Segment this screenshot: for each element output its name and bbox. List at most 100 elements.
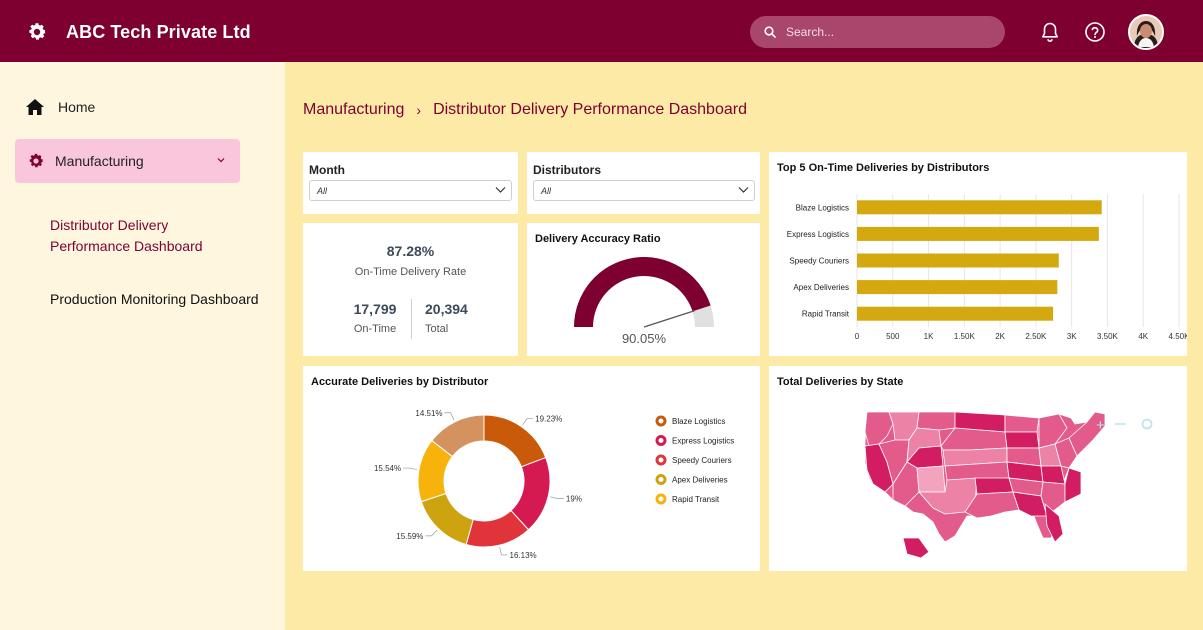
- donut-leader-line: [499, 547, 508, 556]
- bar-x-tick-label: 4K: [1138, 332, 1148, 341]
- sidebar-item-label: Manufacturing: [55, 153, 144, 169]
- distributors-select-value: All: [541, 185, 552, 196]
- bar-category-label: Rapid Transit: [802, 310, 850, 319]
- chevron-down-icon: [738, 187, 749, 193]
- bar-chart: 0 500 1K 1.50K 2K 2.50K 3K 3.50K 4K 4.50K Blaze Lo…: [787, 194, 1187, 341]
- donut-value-label: 15.59%: [396, 532, 423, 541]
- legend-swatch[interactable]: [655, 454, 667, 466]
- on-time-count-label: On-Time: [353, 323, 397, 335]
- top-distributors-card: Top 5 On-Time Deliveries by Distributors…: [769, 152, 1187, 356]
- gear-icon[interactable]: [26, 21, 48, 43]
- bar[interactable]: [857, 226, 1099, 241]
- search-input[interactable]: [786, 25, 986, 39]
- bar-x-tick-label: 3.50K: [1097, 332, 1119, 341]
- donut-leader-line: [444, 412, 455, 421]
- breadcrumb-section[interactable]: Manufacturing: [303, 101, 405, 118]
- bar-category-label: Express Logistics: [787, 230, 849, 239]
- breadcrumb-page: Distributor Delivery Performance Dashboa…: [433, 101, 747, 118]
- bar-x-tick-label: 500: [886, 332, 900, 341]
- donut-leader-line: [425, 529, 438, 537]
- us-map-shape[interactable]: [864, 411, 1106, 559]
- gauge-value-label: 90.05%: [622, 331, 667, 346]
- donut-value-label: 15.54%: [374, 464, 401, 473]
- donut-chart-title: Accurate Deliveries by Distributor: [311, 376, 489, 388]
- gauge-needle: [643, 310, 695, 328]
- kpi-divider: [411, 299, 412, 339]
- distributors-filter-label: Distributors: [533, 163, 602, 177]
- sidebar-item-home[interactable]: Home: [26, 96, 95, 118]
- legend-swatch[interactable]: [655, 415, 667, 427]
- sidebar: Home Manufacturing Distributor Delivery …: [0, 62, 285, 630]
- total-count-label: Total: [425, 323, 449, 335]
- reset-icon[interactable]: [1141, 418, 1153, 430]
- legend-label[interactable]: Apex Deliveries: [672, 476, 728, 485]
- bar-x-tick-label: 1.50K: [954, 332, 976, 341]
- bell-icon: [1042, 22, 1058, 42]
- bar[interactable]: [857, 306, 1054, 321]
- breadcrumb-separator: ›: [416, 102, 422, 118]
- month-filter-card: Month All: [303, 152, 518, 214]
- breadcrumb: Manufacturing › Distributor Delivery Per…: [303, 101, 747, 119]
- chevron-down-icon: [495, 187, 506, 193]
- app-title: ABC Tech Private Ltd: [66, 22, 251, 42]
- home-icon: [26, 99, 44, 115]
- donut-leader-line: [403, 467, 418, 470]
- accurate-deliveries-card: Accurate Deliveries by Distributor 19.23…: [303, 366, 760, 571]
- bar-x-tick-label: 1K: [924, 332, 934, 341]
- month-select[interactable]: All: [309, 180, 512, 201]
- total-count-value: 20,394: [425, 301, 468, 317]
- chevron-down-icon[interactable]: [216, 156, 226, 164]
- zoom-in-icon[interactable]: +: [1096, 417, 1105, 434]
- bar-x-tick-label: 2K: [995, 332, 1005, 341]
- bar[interactable]: [857, 280, 1058, 295]
- distributors-filter-card: Distributors All: [527, 152, 760, 214]
- legend-label[interactable]: Express Logistics: [672, 437, 734, 446]
- bar-category-label: Blaze Logistics: [796, 203, 849, 212]
- help-button[interactable]: [1083, 20, 1107, 44]
- month-filter-label: Month: [309, 163, 345, 177]
- notifications-button[interactable]: [1038, 20, 1062, 44]
- donut-value-label: 19%: [566, 495, 582, 504]
- sidebar-subitem-distributor-dashboard[interactable]: Distributor Delivery Performance Dashboa…: [50, 217, 203, 254]
- donut-leader-line: [550, 496, 564, 499]
- map-title: Total Deliveries by State: [777, 376, 904, 388]
- month-select-value: All: [317, 185, 328, 196]
- distributors-select[interactable]: All: [533, 180, 755, 201]
- donut-value-label: 16.13%: [510, 551, 537, 560]
- help-icon: [1085, 22, 1105, 42]
- us-map: +: [864, 411, 1153, 559]
- donut-value-label: 19.23%: [535, 414, 562, 423]
- sidebar-item-manufacturing[interactable]: Manufacturing: [15, 139, 240, 183]
- bar[interactable]: [857, 253, 1059, 268]
- search-bar[interactable]: [750, 16, 1005, 48]
- donut-leader-line: [522, 418, 534, 426]
- sidebar-subitem-production-dashboard[interactable]: Production Monitoring Dashboard: [50, 291, 259, 307]
- bar-x-tick-label: 4.50K: [1169, 332, 1187, 341]
- kpi-card: 87.28% On-Time Delivery Rate 17,799 On-T…: [303, 223, 518, 356]
- legend-swatch[interactable]: [655, 435, 667, 446]
- bar-category-label: Apex Deliveries: [793, 283, 849, 292]
- legend-label[interactable]: Rapid Transit: [672, 495, 720, 504]
- donut-slice[interactable]: [420, 492, 474, 546]
- deliveries-by-state-card: Total Deliveries by State: [769, 366, 1187, 571]
- legend-swatch[interactable]: [655, 493, 667, 505]
- avatar[interactable]: [1128, 14, 1164, 50]
- gauge-fill: [574, 257, 711, 327]
- gear-icon: [29, 153, 44, 168]
- donut-value-label: 14.51%: [415, 409, 442, 418]
- on-time-rate-label: On-Time Delivery Rate: [354, 266, 467, 278]
- bar-x-tick-label: 2.50K: [1025, 332, 1047, 341]
- bar-category-label: Speedy Couriers: [789, 257, 849, 266]
- on-time-count-value: 17,799: [353, 301, 397, 317]
- bar-chart-title: Top 5 On-Time Deliveries by Distributors: [777, 162, 990, 174]
- legend-label[interactable]: Blaze Logistics: [672, 417, 725, 426]
- bar-x-tick-label: 0: [855, 332, 860, 341]
- donut-slice[interactable]: [431, 414, 485, 458]
- gauge-title: Delivery Accuracy Ratio: [535, 233, 661, 245]
- bar-x-tick-label: 3K: [1067, 332, 1077, 341]
- top-header: ABC Tech Private Ltd: [0, 0, 1203, 62]
- legend-label[interactable]: Speedy Couriers: [672, 456, 732, 465]
- delivery-accuracy-card: Delivery Accuracy Ratio 90.05%: [527, 223, 760, 356]
- legend-swatch[interactable]: [655, 474, 667, 485]
- bar[interactable]: [857, 200, 1102, 215]
